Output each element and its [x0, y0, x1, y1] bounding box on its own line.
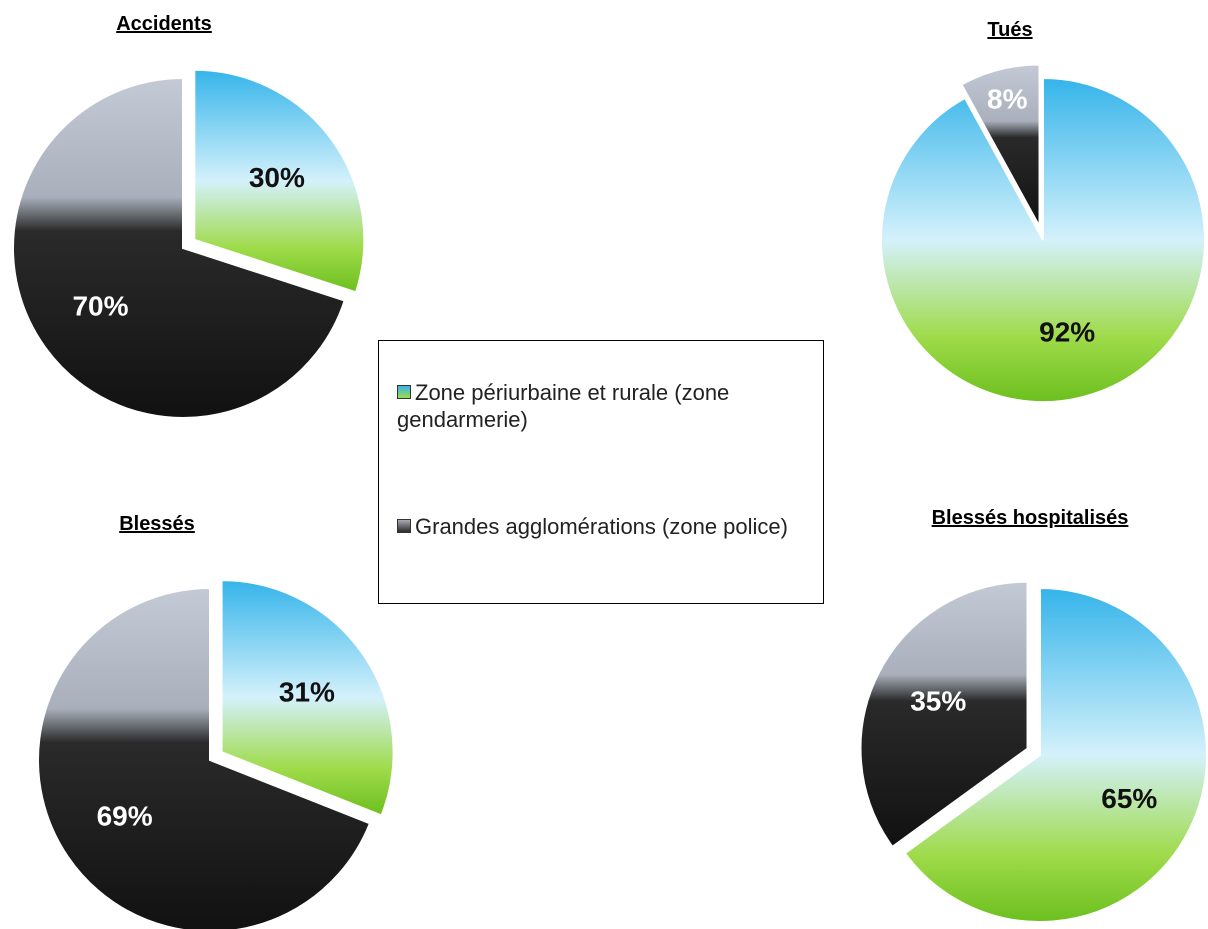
pie-slice [859, 580, 1029, 849]
pie-slice [880, 76, 1206, 403]
pie-slice [903, 586, 1208, 923]
slice-label: 69% [97, 800, 153, 831]
legend-label: Zone périurbaine et rurale (zone gendarm… [397, 380, 730, 432]
legend-entry: Zone périurbaine et rurale (zone gendarm… [397, 379, 817, 433]
slice-label: 30% [249, 162, 305, 193]
legend-label: Grandes agglomérations (zone police) [415, 514, 788, 539]
pie-slice [37, 586, 372, 929]
pie-slice [12, 76, 346, 419]
pie-slice [960, 63, 1041, 227]
pie-slice [220, 579, 395, 817]
legend: Zone périurbaine et rurale (zone gendarm… [378, 340, 824, 604]
legend-swatch [397, 385, 411, 399]
legend-entry: Grandes agglomérations (zone police) [397, 513, 817, 540]
slice-label: 70% [72, 290, 128, 321]
slice-label: 31% [279, 677, 335, 708]
slice-label: 92% [1039, 317, 1095, 348]
legend-swatch [397, 519, 411, 533]
slice-label: 8% [987, 83, 1028, 114]
chart-title: Accidents [116, 13, 212, 35]
chart-title: Tués [987, 19, 1032, 41]
slice-label: 35% [910, 686, 966, 717]
chart-title: Blessés hospitalisés [932, 507, 1129, 529]
slice-label: 65% [1101, 783, 1157, 814]
pie-slice [193, 68, 366, 294]
chart-title: Blessés [119, 513, 195, 535]
